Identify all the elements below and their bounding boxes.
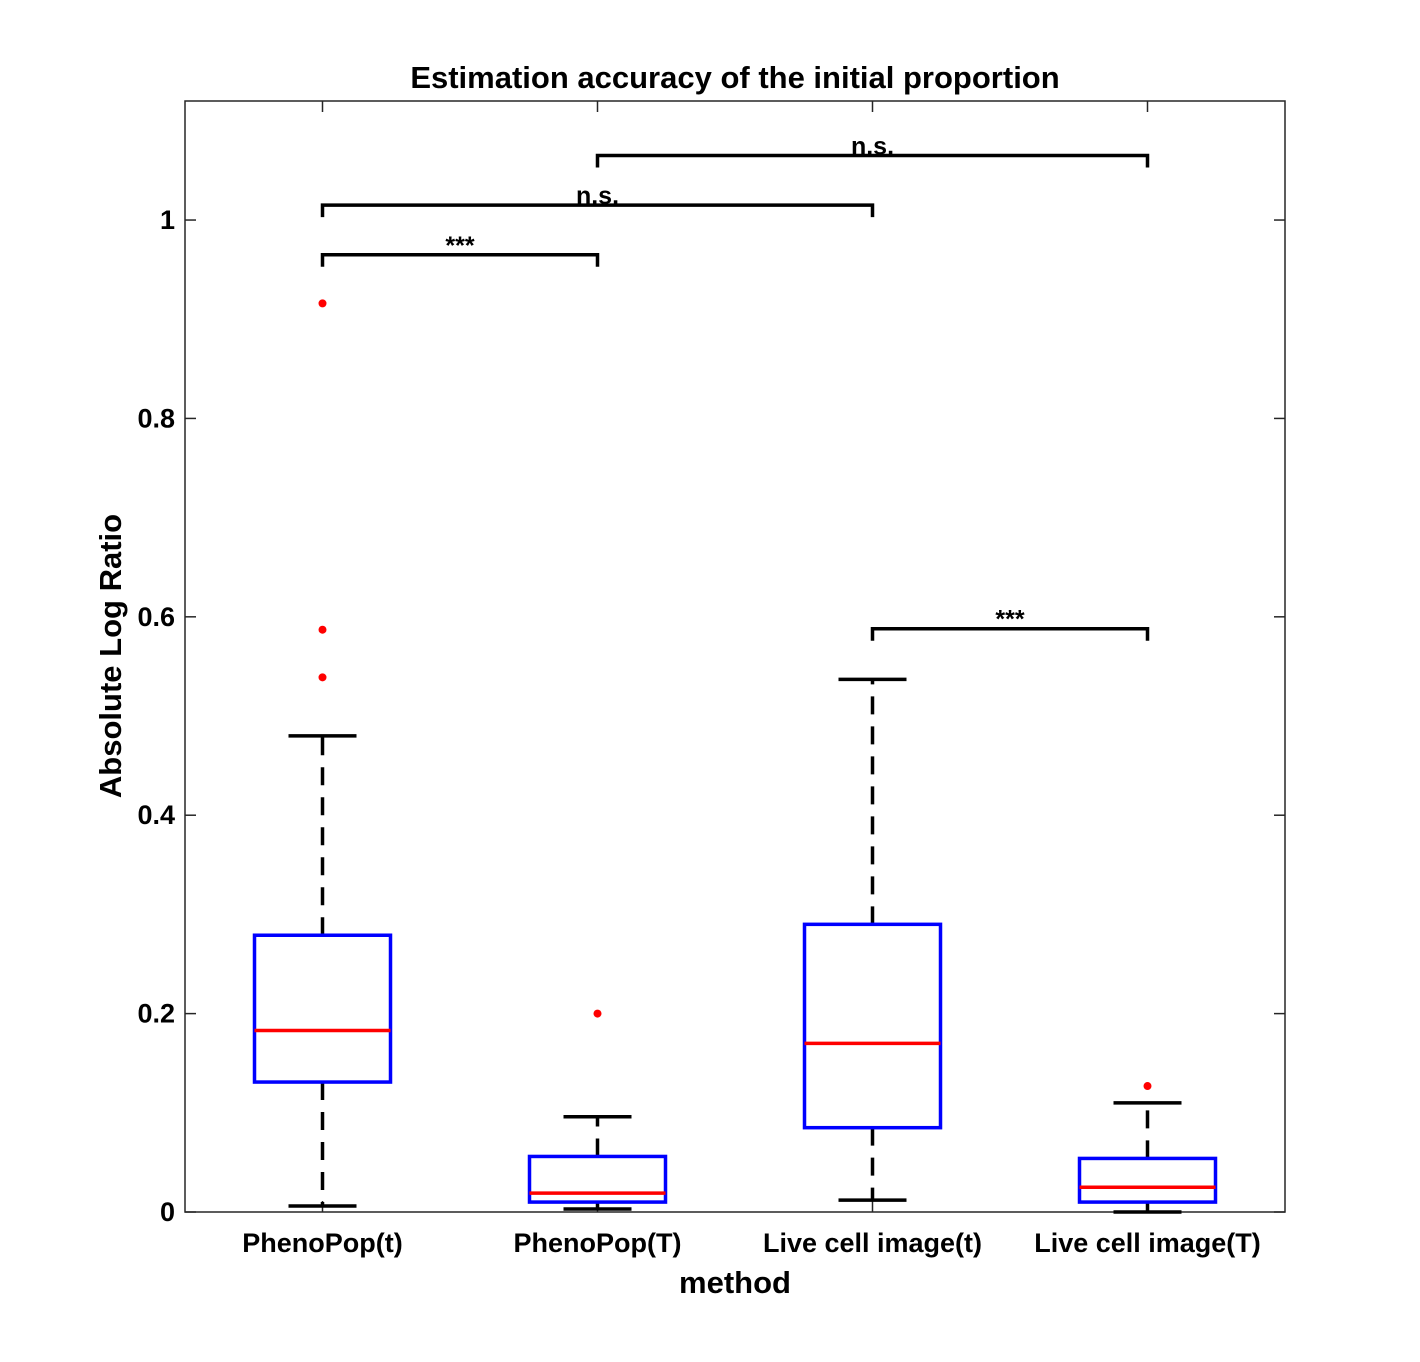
x-tick-label: Live cell image(t) — [763, 1228, 982, 1258]
x-tick-label: PhenoPop(t) — [242, 1228, 402, 1258]
outlier-point — [318, 673, 327, 682]
y-tick-label: 0.6 — [137, 602, 175, 632]
outlier-point — [593, 1009, 602, 1018]
bracket-line — [320, 203, 875, 218]
outlier-point — [318, 625, 327, 634]
y-axis-label: Absolute Log Ratio — [93, 514, 128, 798]
outlier-point — [1143, 1082, 1152, 1091]
axis-ticks: 0 0.2 0.4 0.6 0.8 1 PhenoPop(t) PhenoPop(T) Live… — [137, 101, 1285, 1258]
significance-bracket-3: n.s. — [595, 133, 1150, 168]
y-tick-label: 0.8 — [137, 403, 175, 433]
x-tick-label: PhenoPop(T) — [514, 1228, 682, 1258]
significance-label: *** — [445, 232, 474, 260]
box-iqr — [1077, 1156, 1218, 1204]
significance-bracket-1: *** — [320, 232, 600, 267]
box-iqr — [252, 933, 393, 1084]
box-iqr — [527, 1154, 668, 1204]
significance-label: n.s. — [851, 133, 894, 161]
y-tick-label: 0 — [160, 1197, 175, 1227]
box-3 — [802, 677, 943, 1202]
significance-label: *** — [995, 606, 1024, 634]
y-tick-label: 0.2 — [137, 999, 175, 1029]
box-iqr — [802, 922, 943, 1130]
y-tick-label: 1 — [160, 205, 175, 235]
x-tick-label: Live cell image(T) — [1034, 1228, 1261, 1258]
significance-bracket-4: *** — [870, 606, 1150, 641]
significance-label: n.s. — [576, 182, 619, 210]
significance-bracket-2: n.s. — [320, 182, 875, 218]
box-2 — [527, 1009, 668, 1211]
box-1 — [252, 299, 393, 1208]
plot-area — [184, 100, 1286, 1213]
y-tick-label: 0.4 — [137, 800, 175, 830]
bracket-line — [595, 153, 1150, 168]
bracket-line — [320, 253, 600, 267]
x-axis-label: method — [679, 1265, 791, 1300]
chart-title: Estimation accuracy of the initial propo… — [410, 60, 1059, 95]
box-4 — [1077, 1082, 1218, 1214]
bracket-line — [870, 626, 1150, 641]
boxes — [252, 299, 1218, 1214]
significance-brackets: *** n.s. n.s. *** — [320, 133, 1150, 641]
outlier-point — [318, 299, 327, 308]
